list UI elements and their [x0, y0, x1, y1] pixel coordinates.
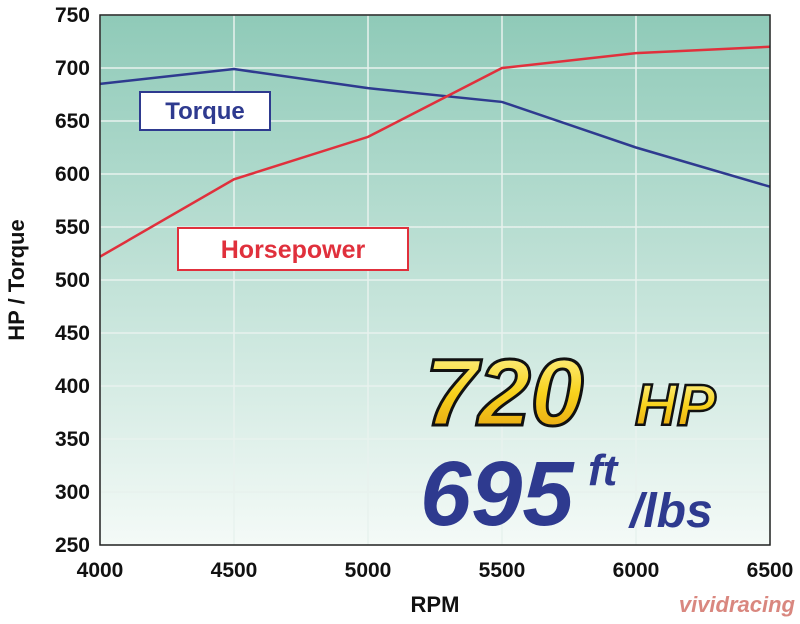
series-line: [99, 45, 771, 258]
legend-label: Torque: [165, 98, 245, 125]
torque-number: 695: [420, 443, 575, 545]
hp-unit: HP: [635, 373, 716, 438]
legend-label: Horsepower: [221, 236, 366, 264]
torque-unit: ft: [588, 446, 620, 495]
legend-box: [139, 91, 271, 131]
y-tick-label: 450: [55, 322, 90, 345]
y-tick-label: 500: [55, 269, 90, 292]
x-tick-label: 4000: [77, 559, 124, 582]
x-tick-label: 6500: [747, 559, 794, 582]
y-axis-label: HP / Torque: [4, 219, 29, 340]
y-tick-label: 350: [55, 428, 90, 451]
y-tick-label: 550: [55, 216, 90, 239]
hp-number: 720: [425, 340, 584, 446]
y-tick-label: 650: [55, 110, 90, 133]
x-axis-label: RPM: [411, 592, 460, 617]
y-tick-label: 750: [55, 4, 90, 27]
x-tick-label: 5000: [345, 559, 392, 582]
plot-frame: [99, 14, 771, 546]
series-line: [99, 67, 771, 188]
x-tick-label: 5500: [479, 559, 526, 582]
y-tick-label: 400: [55, 375, 90, 398]
y-tick-label: 300: [55, 481, 90, 504]
x-tick-label: 4500: [211, 559, 258, 582]
legend-box: [177, 227, 409, 271]
x-tick-label: 6000: [613, 559, 660, 582]
y-tick-label: 700: [55, 57, 90, 80]
torque-unit: /lbs: [628, 485, 713, 538]
y-tick-label: 250: [55, 534, 90, 557]
watermark: vividracing: [679, 592, 796, 617]
y-tick-label: 600: [55, 163, 90, 186]
